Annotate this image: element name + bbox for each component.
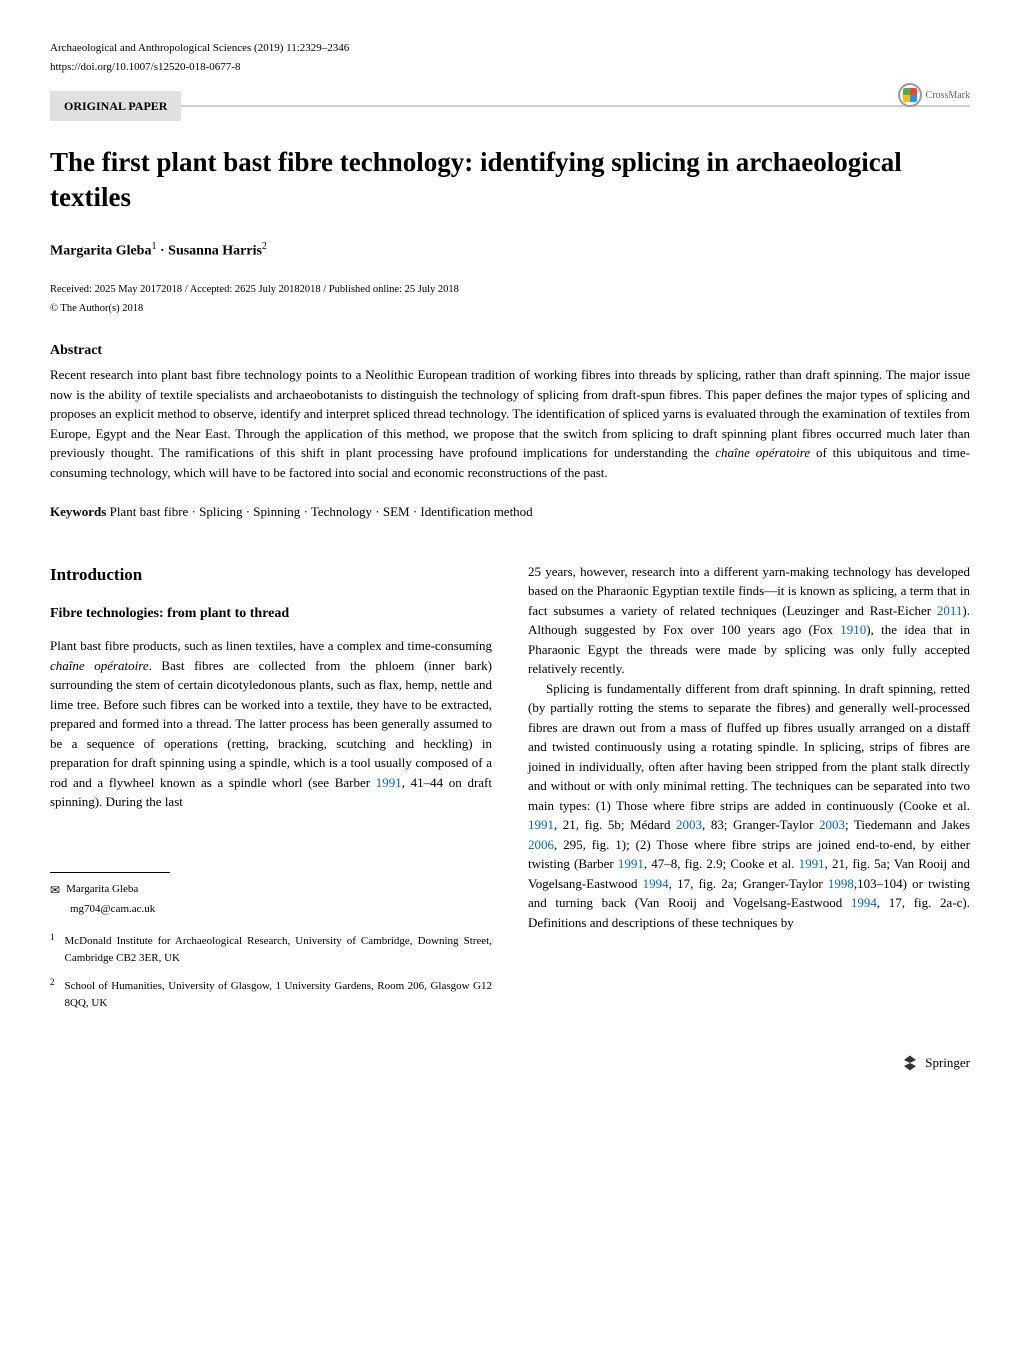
paper-type-bar: ORIGINAL PAPER CrossMark [50, 91, 970, 121]
page-footer: Springer [50, 1053, 970, 1073]
body-paragraph: 25 years, however, research into a diffe… [528, 562, 970, 679]
section-heading-introduction: Introduction [50, 562, 492, 588]
springer-icon [901, 1054, 919, 1072]
keywords-text: Plant bast fibre · Splicing · Spinning ·… [110, 504, 533, 519]
publication-dates: Received: 2025 May 20172018 / Accepted: … [50, 282, 970, 298]
right-column: 25 years, however, research into a diffe… [528, 562, 970, 1024]
subsection-heading: Fibre technologies: from plant to thread [50, 603, 492, 624]
doi-link[interactable]: https://doi.org/10.1007/s12520-018-0677-… [50, 59, 970, 76]
journal-citation: Archaeological and Anthropological Scien… [50, 40, 970, 57]
abstract-heading: Abstract [50, 340, 970, 361]
corresponding-author: ✉ Margarita Gleba [50, 881, 492, 899]
body-two-column: Introduction Fibre technologies: from pl… [50, 562, 970, 1024]
publisher-name: Springer [925, 1053, 970, 1073]
affiliation-number: 2 [50, 976, 55, 1009]
body-paragraph: Plant bast fibre products, such as linen… [50, 636, 492, 812]
keywords-line: Keywords Plant bast fibre · Splicing · S… [50, 502, 970, 522]
body-paragraph: Splicing is fundamentally different from… [528, 679, 970, 933]
paper-title: The first plant bast fibre technology: i… [50, 145, 970, 215]
left-column: Introduction Fibre technologies: from pl… [50, 562, 492, 1024]
paper-type-label: ORIGINAL PAPER [50, 91, 181, 121]
crossmark-label: CrossMark [926, 88, 970, 103]
keywords-label: Keywords [50, 504, 106, 519]
envelope-icon: ✉ [50, 881, 60, 899]
affiliation-text: McDonald Institute for Archaeological Re… [65, 933, 493, 966]
abstract-text: Recent research into plant bast fibre te… [50, 365, 970, 482]
author-separator [50, 872, 170, 873]
authors-line: Margarita Gleba1 · Susanna Harris2 [50, 239, 970, 262]
copyright-line: © The Author(s) 2018 [50, 301, 970, 317]
affiliation-1: 1 McDonald Institute for Archaeological … [50, 933, 492, 966]
crossmark-icon [898, 83, 922, 107]
affiliation-number: 1 [50, 931, 55, 964]
crossmark-badge[interactable]: CrossMark [898, 83, 970, 107]
corr-author-email[interactable]: mg704@cam.ac.uk [70, 901, 492, 918]
paper-type-line [181, 105, 970, 107]
affiliation-2: 2 School of Humanities, University of Gl… [50, 978, 492, 1011]
corr-author-name: Margarita Gleba [66, 881, 138, 899]
affiliation-text: School of Humanities, University of Glas… [65, 978, 493, 1011]
